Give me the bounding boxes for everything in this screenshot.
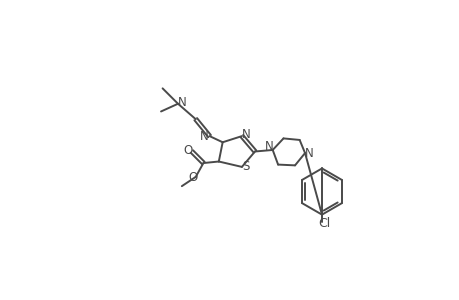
- Text: N: N: [177, 97, 186, 110]
- Text: O: O: [188, 171, 197, 184]
- Text: Cl: Cl: [318, 217, 330, 230]
- Text: O: O: [183, 144, 192, 157]
- Text: N: N: [241, 128, 250, 141]
- Text: N: N: [264, 140, 273, 153]
- Text: N: N: [304, 146, 313, 160]
- Text: S: S: [241, 160, 249, 173]
- Text: N: N: [199, 130, 208, 142]
